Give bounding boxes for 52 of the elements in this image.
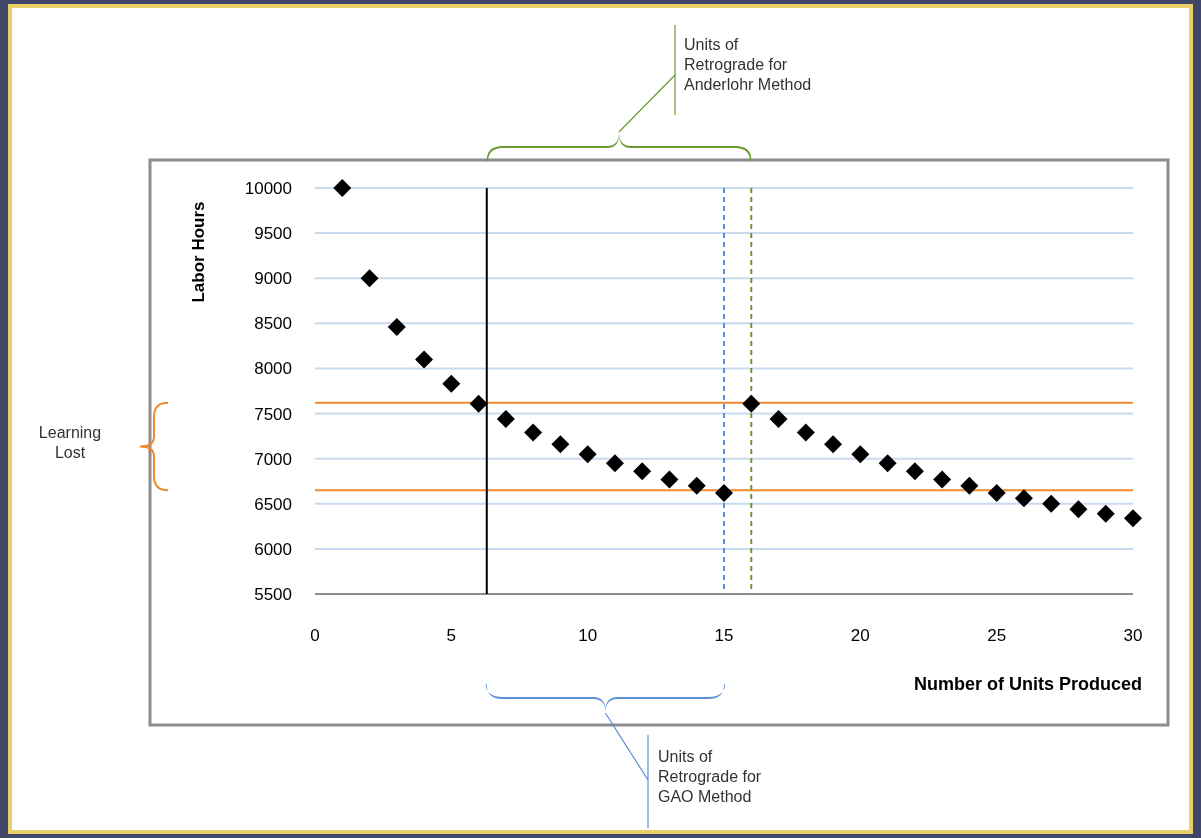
point	[960, 476, 979, 495]
x-axis-title: Number of Units Produced	[913, 674, 1142, 694]
point	[496, 409, 515, 428]
y-tick-label: 8500	[254, 314, 292, 334]
x-tick-label: 30	[1123, 626, 1143, 645]
y-tick-label: 7500	[254, 404, 292, 424]
y-axis-title: Labor Hours	[189, 201, 208, 303]
y-tick-label: 6000	[254, 539, 292, 559]
point	[1096, 504, 1115, 523]
y-tick-label: 6500	[254, 494, 292, 514]
x-tick-label: 10	[578, 626, 598, 645]
point	[742, 394, 761, 413]
y-tick-label: 8000	[254, 359, 292, 379]
point	[933, 470, 952, 489]
text: Units of Retrograde for GAO Method	[658, 748, 762, 805]
point	[796, 423, 815, 442]
y-tick-label: 9500	[254, 224, 292, 244]
point	[415, 350, 434, 369]
point	[715, 483, 733, 502]
y-tick-label: 7000	[254, 449, 292, 469]
point	[524, 423, 543, 442]
point	[660, 470, 679, 489]
point	[905, 462, 924, 481]
x-tick-label: 15	[714, 626, 734, 645]
x-tick-label: 0	[310, 626, 320, 645]
text: Units of Retrograde for Anderlohr Method	[684, 36, 812, 93]
point	[1042, 494, 1061, 513]
point	[551, 435, 570, 454]
point	[360, 269, 379, 288]
point	[1124, 509, 1142, 528]
point	[333, 179, 352, 197]
text: Learning Lost	[38, 424, 102, 461]
point	[633, 462, 652, 481]
point	[769, 409, 788, 428]
point	[1014, 489, 1033, 508]
point	[987, 483, 1006, 502]
x-tick-label: 25	[987, 626, 1007, 645]
point	[442, 374, 461, 393]
point	[469, 394, 488, 413]
y-tick-label: 10000	[244, 179, 292, 198]
y-tick-label: 5500	[254, 585, 292, 604]
y-tick-label: 9000	[254, 269, 292, 289]
point	[878, 454, 897, 473]
point	[824, 435, 843, 454]
x-tick-label: 20	[850, 626, 870, 645]
point	[387, 317, 406, 336]
point	[578, 445, 597, 464]
x-tick-label: 5	[446, 626, 457, 645]
point	[605, 454, 624, 473]
point	[1069, 500, 1088, 519]
point	[687, 476, 706, 495]
point	[851, 445, 870, 464]
